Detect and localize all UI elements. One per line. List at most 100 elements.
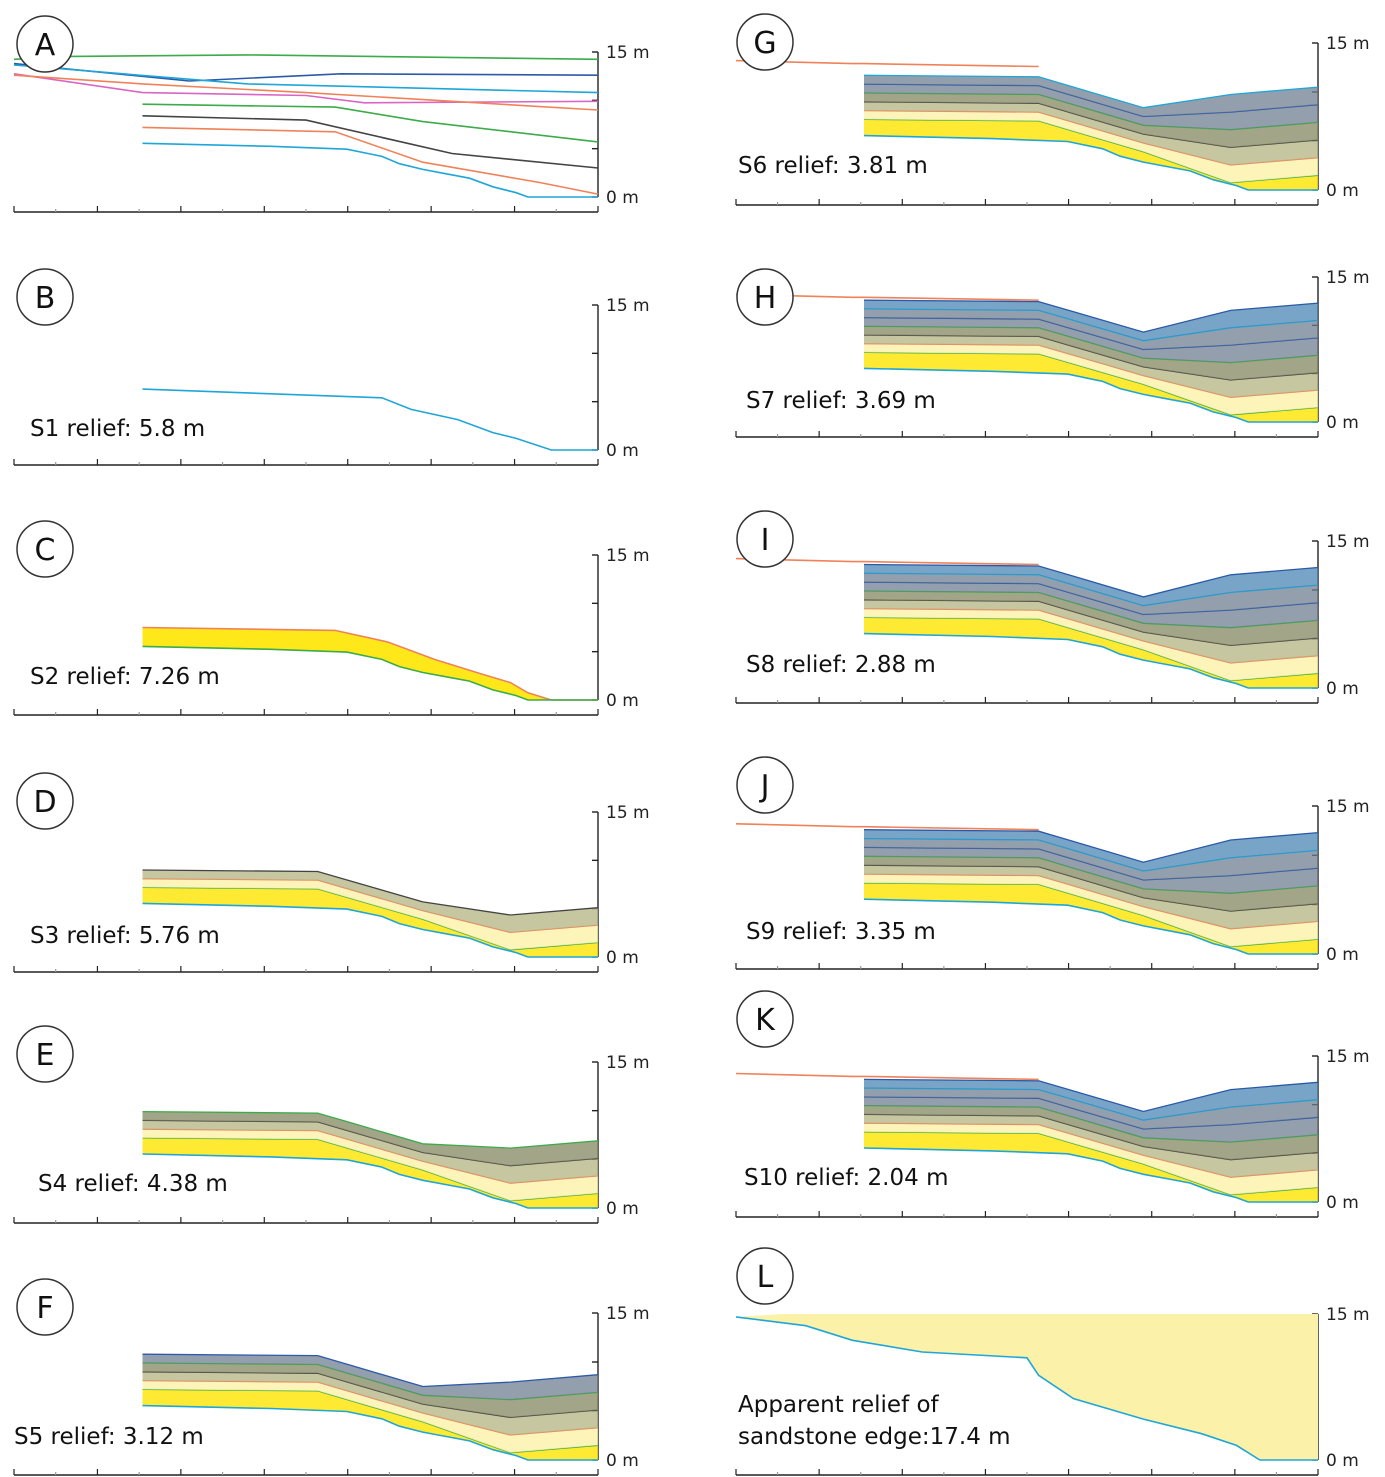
panel-c: 15 m 0 m C S2 relief: 7.26 m — [13, 520, 650, 716]
base-line — [142, 1404, 598, 1461]
deposit-line-6 — [863, 74, 1319, 109]
scale-top-label: 15 m — [1326, 1047, 1370, 1067]
deposit-fill-7 — [864, 829, 1318, 872]
cross-section — [735, 293, 1319, 423]
panel-letter: I — [736, 510, 794, 568]
deposit-fill-5 — [864, 1096, 1318, 1143]
panel-letter-text: L — [757, 1260, 774, 1295]
s1-profile — [142, 388, 598, 451]
deposit-line-7 — [863, 299, 1319, 333]
scale-bar: 15 m 0 m — [1312, 797, 1370, 965]
panel-k: 15 m 0 m K S10 relief: 2.04 m — [735, 990, 1370, 1218]
cross-section — [142, 388, 598, 451]
deposit-fill-7 — [864, 564, 1318, 606]
deposit-line-7 — [863, 1078, 1319, 1113]
scale-bottom-label: 0 m — [606, 691, 639, 711]
deposit-fill-2 — [864, 1123, 1318, 1195]
panel-letter: E — [16, 1025, 74, 1083]
panel-letter: A — [16, 15, 74, 73]
base-line — [863, 898, 1318, 955]
scale-bottom-label: 0 m — [1326, 1193, 1359, 1213]
deposit-fill-3 — [864, 101, 1318, 165]
panel-letter-text: J — [759, 769, 770, 804]
relief-label: S3 relief: 5.76 m — [30, 923, 220, 949]
deposit-fill-5 — [864, 582, 1318, 628]
deposit-fill-6 — [864, 838, 1318, 880]
panel-i: 15 m 0 m I S8 relief: 2.88 m — [735, 510, 1370, 704]
layer-line-black — [142, 115, 599, 169]
s2-base-line — [142, 645, 598, 701]
cross-section — [142, 1110, 599, 1209]
panel-g: 15 m 0 m G S6 relief: 3.81 m — [735, 13, 1370, 206]
panel-letter-text: H — [754, 281, 777, 316]
panel-letter: F — [16, 1278, 74, 1336]
panel-e: 15 m 0 m E S4 relief: 4.38 m — [13, 1025, 650, 1224]
panel-letter-text: I — [761, 523, 770, 558]
cross-section — [735, 823, 1319, 955]
deposit-fill-5 — [864, 84, 1318, 130]
surface-line-pink — [13, 73, 599, 104]
deposit-fill-6 — [864, 573, 1318, 615]
panel-letter: D — [16, 772, 74, 830]
scale-bar: 15 m 0 m — [1312, 1047, 1370, 1213]
distance-ruler — [735, 697, 1319, 704]
scale-top-label: 15 m — [606, 1053, 650, 1073]
cross-section — [142, 626, 598, 701]
deposit-fill-4 — [864, 93, 1318, 148]
relief-label: S8 relief: 2.88 m — [746, 652, 936, 678]
deposit-fill-5 — [864, 847, 1318, 894]
panel-a: 15 m 0 m A — [13, 15, 650, 213]
relief-label: S10 relief: 2.04 m — [744, 1165, 948, 1191]
panel-letter-text: E — [36, 1038, 55, 1073]
deposit-fill-4 — [864, 591, 1318, 646]
distance-ruler — [735, 431, 1319, 438]
upper-shelf-line — [735, 293, 1039, 301]
panel-letter: L — [736, 1247, 794, 1305]
scale-bottom-label: 0 m — [1326, 1451, 1359, 1471]
deposit-fill-4 — [864, 856, 1318, 912]
deposit-line-4 — [142, 1110, 599, 1149]
surface-line-orange — [13, 74, 599, 111]
panel-letter-text: B — [35, 281, 56, 316]
upper-shelf-line — [735, 1072, 1039, 1081]
cross-section — [735, 59, 1319, 191]
deposit-fill-3 — [864, 1114, 1318, 1178]
scale-top-label: 15 m — [1326, 797, 1370, 817]
deposit-fill-2 — [864, 110, 1318, 183]
panel-h: 15 m 0 m H S7 relief: 3.69 m — [735, 268, 1370, 438]
scale-bar: 15 m 0 m — [1312, 1305, 1370, 1471]
scale-top-label: 15 m — [1326, 268, 1370, 288]
sandstone-edge-line — [735, 1316, 1318, 1461]
scale-bar: 15 m 0 m — [592, 1053, 650, 1219]
base-line — [863, 134, 1318, 191]
scale-bar: 15 m 0 m — [592, 803, 650, 968]
deposit-fill-6 — [864, 308, 1318, 350]
base-line — [863, 367, 1318, 423]
scale-bar: 15 m 0 m — [1312, 532, 1370, 699]
deposit-fill-3 — [142, 1371, 598, 1435]
panel-j: 15 m 0 m J S9 relief: 3.35 m — [735, 756, 1370, 970]
cross-section — [142, 1353, 599, 1461]
panel-letter: B — [16, 268, 74, 326]
scale-bar: 15 m 0 m — [1312, 268, 1370, 433]
panel-letter-text: F — [36, 1291, 53, 1326]
distance-ruler — [13, 206, 599, 213]
panel-letter: C — [16, 520, 74, 578]
surface-line-cyan — [13, 64, 599, 94]
scale-bar: 15 m 0 m — [592, 296, 650, 461]
distance-ruler — [13, 709, 599, 716]
distance-ruler — [13, 1469, 599, 1476]
scale-top-label: 15 m — [606, 803, 650, 823]
scale-bottom-label: 0 m — [606, 441, 639, 461]
deposit-fill-1 — [142, 887, 598, 957]
apparent-relief-fill — [736, 1314, 1318, 1460]
distance-ruler — [735, 963, 1319, 970]
scale-bar: 15 m 0 m — [592, 1304, 650, 1471]
scale-bottom-label: 0 m — [606, 188, 639, 208]
distance-ruler — [13, 966, 599, 973]
deposit-fill-1 — [864, 883, 1318, 954]
panel-letter: K — [736, 990, 794, 1048]
deposit-fill-1 — [864, 1131, 1318, 1202]
deposit-fill-1 — [864, 119, 1318, 190]
panel-letter: J — [736, 756, 794, 814]
